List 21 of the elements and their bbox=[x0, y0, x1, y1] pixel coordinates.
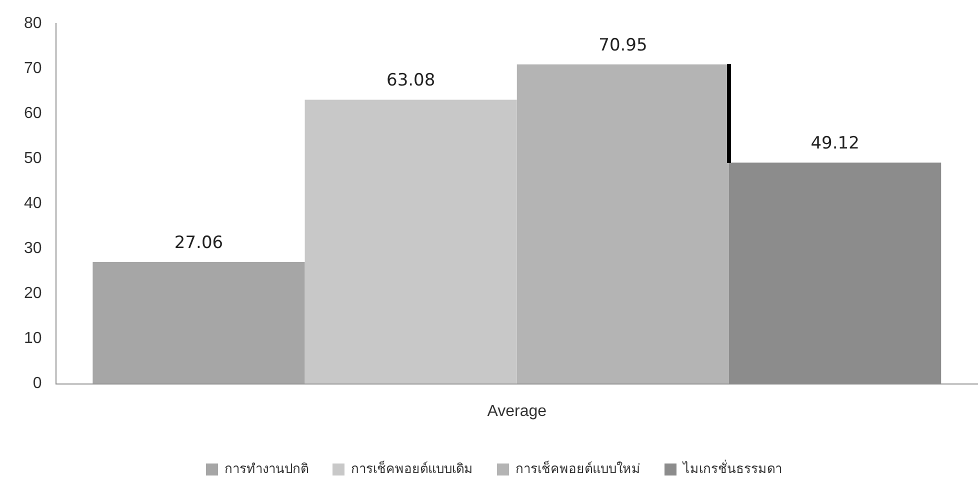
y-tick-label: 60 bbox=[24, 105, 42, 122]
legend-label: การทำงานปกติ bbox=[224, 461, 308, 476]
legend-label: ไมเกรชั่นธรรมดา bbox=[682, 460, 782, 476]
legend-label: การเช็คพอยต์แบบใหม่ bbox=[516, 459, 640, 476]
y-tick-label: 10 bbox=[24, 330, 42, 348]
bar bbox=[92, 262, 305, 384]
x-tick-label: Average bbox=[487, 402, 547, 420]
bar bbox=[516, 64, 730, 384]
y-tick-label: 0 bbox=[32, 375, 42, 392]
data-label: 70.95 bbox=[598, 35, 648, 56]
data-label: 63.08 bbox=[386, 70, 436, 91]
y-tick-label: 30 bbox=[24, 240, 42, 258]
y-tick-label: 70 bbox=[24, 60, 42, 78]
data-label: 27.06 bbox=[174, 232, 224, 253]
y-tick-label: 20 bbox=[24, 285, 42, 302]
legend-label: การเช็คพอยต์แบบเดิม bbox=[351, 459, 473, 476]
data-label: 49.12 bbox=[810, 134, 860, 154]
y-tick-label: 40 bbox=[24, 195, 42, 212]
bar bbox=[304, 100, 517, 384]
y-tick-label: 80 bbox=[24, 15, 42, 32]
y-tick-label: 50 bbox=[24, 150, 42, 168]
